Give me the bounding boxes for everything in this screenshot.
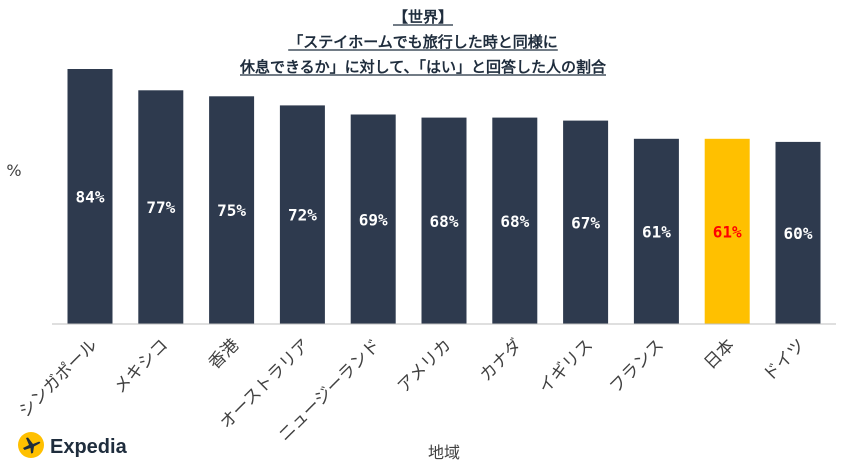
value-label-2: 75% bbox=[217, 201, 246, 220]
chart-title-line-2: 「ステイホームでも旅行した時と同様に bbox=[288, 33, 558, 51]
chart-title-line-3: 休息できるか」に対して、「はい」と回答した人の割合 bbox=[239, 58, 607, 76]
bar-8 bbox=[633, 138, 679, 324]
bar-1 bbox=[138, 90, 184, 325]
category-label-7: イギリス bbox=[535, 335, 597, 397]
value-label-4: 69% bbox=[359, 210, 388, 229]
category-label-9: 日本 bbox=[701, 335, 739, 373]
chart-title: 【世界】 「ステイホームでも旅行した時と同様に 休息できるか」に対して、「はい」… bbox=[239, 8, 607, 76]
category-label-10: ドイツ bbox=[759, 335, 809, 385]
bar-9 bbox=[704, 138, 750, 324]
category-label-5: アメリカ bbox=[394, 335, 456, 397]
bar-7 bbox=[563, 120, 609, 324]
bar-3 bbox=[279, 105, 325, 325]
value-label-8: 61% bbox=[642, 222, 671, 241]
category-label-0: シンガポール bbox=[15, 335, 101, 421]
value-label-0: 84% bbox=[76, 188, 105, 207]
value-label-6: 68% bbox=[500, 212, 529, 231]
bar-4 bbox=[350, 114, 396, 324]
category-label-2: 香港 bbox=[205, 335, 243, 373]
expedia-logo: Expedia bbox=[18, 432, 128, 458]
category-label-6: カナダ bbox=[476, 335, 526, 385]
value-label-7: 67% bbox=[571, 213, 600, 232]
category-label-8: フランス bbox=[606, 335, 668, 397]
category-label-1: メキシコ bbox=[110, 335, 172, 397]
y-axis-label: % bbox=[6, 161, 21, 180]
bar-10 bbox=[775, 141, 821, 324]
value-label-9: 61% bbox=[713, 222, 742, 241]
plane-icon bbox=[18, 432, 44, 458]
bar-5 bbox=[421, 117, 467, 324]
value-label-3: 72% bbox=[288, 206, 317, 225]
bar-0 bbox=[67, 69, 113, 324]
value-label-1: 77% bbox=[146, 198, 175, 217]
bar-6 bbox=[492, 117, 538, 324]
value-labels: 84% 77% 75% 72% 69% 68% 68% 67% 61% 61% 60% bbox=[76, 188, 813, 243]
chart-title-line-1: 【世界】 bbox=[393, 8, 453, 26]
bars bbox=[67, 69, 821, 325]
value-label-10: 60% bbox=[784, 224, 813, 243]
bar-2 bbox=[209, 96, 255, 324]
brand-name: Expedia bbox=[50, 436, 128, 458]
value-label-5: 68% bbox=[430, 212, 459, 231]
x-axis-label: 地域 bbox=[428, 443, 460, 462]
